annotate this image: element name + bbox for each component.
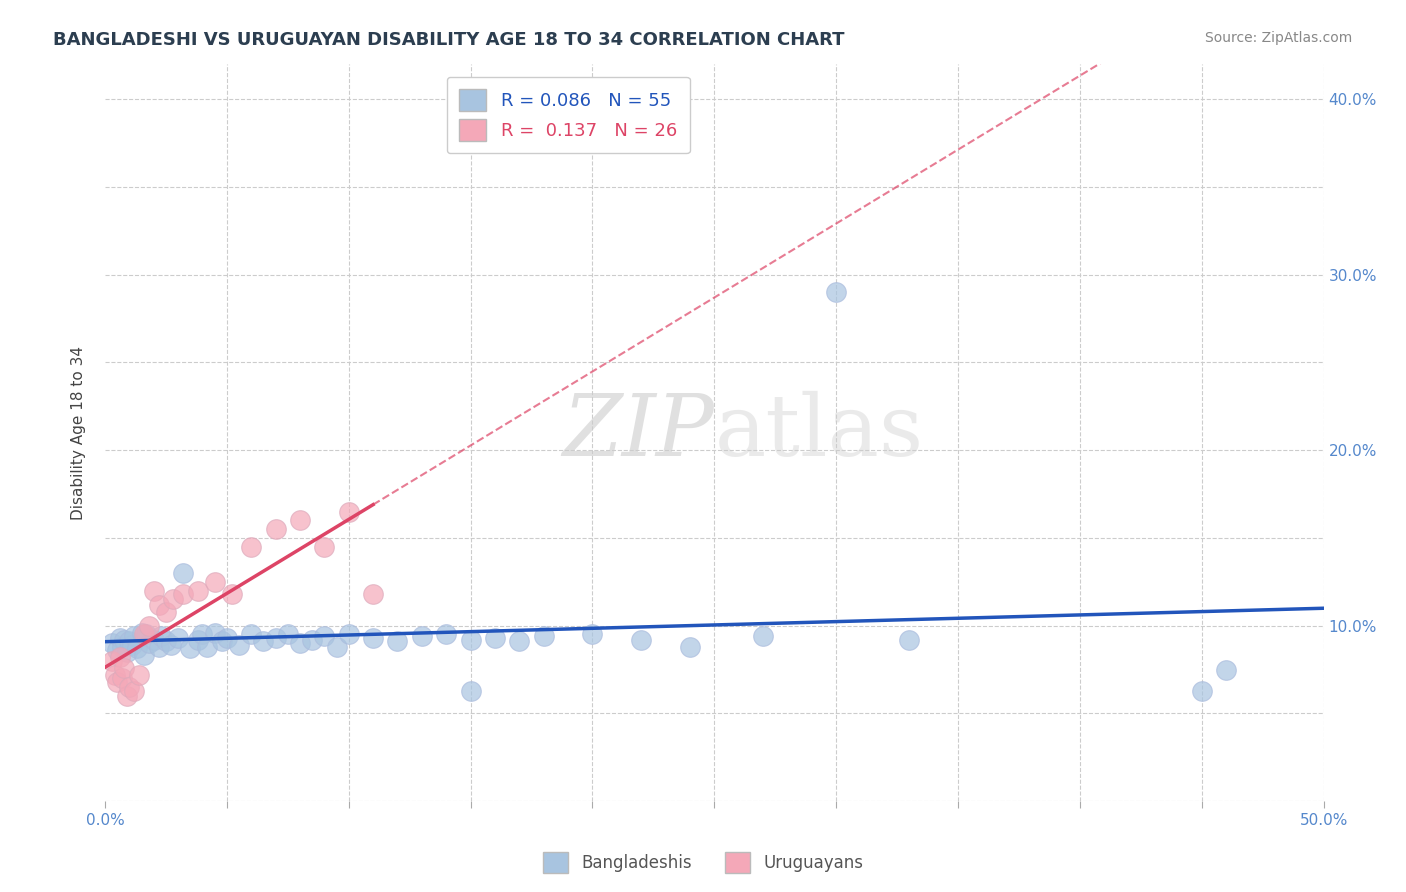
Point — [337, 505, 360, 519]
Point — [361, 631, 384, 645]
Legend: Bangladeshis, Uruguayans: Bangladeshis, Uruguayans — [536, 846, 870, 880]
Point — [155, 605, 177, 619]
Point — [460, 683, 482, 698]
Point — [240, 540, 263, 554]
Y-axis label: Disability Age 18 to 34: Disability Age 18 to 34 — [72, 345, 86, 520]
Point — [132, 627, 155, 641]
Point — [148, 640, 170, 654]
Point — [264, 522, 287, 536]
Point — [1191, 683, 1213, 698]
Point — [172, 566, 194, 580]
Point — [221, 587, 243, 601]
Point — [1215, 663, 1237, 677]
Point — [122, 629, 145, 643]
Point — [508, 634, 530, 648]
Point — [111, 640, 134, 654]
Point — [361, 587, 384, 601]
Point — [630, 632, 652, 647]
Point — [264, 631, 287, 645]
Point — [122, 683, 145, 698]
Point — [167, 631, 190, 645]
Point — [135, 627, 157, 641]
Point — [105, 674, 128, 689]
Point — [288, 636, 311, 650]
Point — [101, 654, 124, 668]
Point — [195, 640, 218, 654]
Point — [159, 638, 181, 652]
Point — [101, 636, 124, 650]
Point — [155, 634, 177, 648]
Point — [111, 671, 134, 685]
Text: BANGLADESHI VS URUGUAYAN DISABILITY AGE 18 TO 34 CORRELATION CHART: BANGLADESHI VS URUGUAYAN DISABILITY AGE … — [53, 31, 845, 49]
Point — [138, 636, 160, 650]
Point — [132, 648, 155, 663]
Point — [679, 640, 702, 654]
Point — [118, 634, 141, 648]
Point — [187, 632, 209, 647]
Point — [104, 667, 127, 681]
Point — [150, 629, 173, 643]
Point — [114, 661, 136, 675]
Point — [115, 645, 138, 659]
Point — [240, 627, 263, 641]
Point — [325, 640, 347, 654]
Text: ZIP: ZIP — [562, 392, 714, 474]
Text: atlas: atlas — [714, 391, 924, 475]
Point — [277, 627, 299, 641]
Point — [187, 583, 209, 598]
Point — [752, 629, 775, 643]
Point — [228, 638, 250, 652]
Point — [314, 629, 336, 643]
Point — [301, 632, 323, 647]
Point — [142, 632, 165, 647]
Point — [387, 634, 409, 648]
Legend: R = 0.086   N = 55, R =  0.137   N = 26: R = 0.086 N = 55, R = 0.137 N = 26 — [447, 77, 689, 153]
Point — [162, 592, 184, 607]
Point — [411, 629, 433, 643]
Point — [288, 513, 311, 527]
Point — [460, 632, 482, 647]
Point — [204, 574, 226, 589]
Point — [215, 631, 238, 645]
Point — [252, 634, 274, 648]
Point — [314, 540, 336, 554]
Point — [108, 631, 131, 645]
Point — [118, 680, 141, 694]
Point — [125, 641, 148, 656]
Point — [131, 625, 153, 640]
Point — [108, 650, 131, 665]
Point — [825, 285, 848, 300]
Point — [114, 632, 136, 647]
Point — [533, 629, 555, 643]
Point — [142, 583, 165, 598]
Point — [128, 667, 150, 681]
Point — [204, 625, 226, 640]
Point — [105, 643, 128, 657]
Point — [337, 627, 360, 641]
Point — [191, 627, 214, 641]
Point — [121, 638, 143, 652]
Point — [211, 634, 233, 648]
Point — [434, 627, 457, 641]
Point — [484, 631, 506, 645]
Point — [172, 587, 194, 601]
Point — [148, 598, 170, 612]
Point — [138, 618, 160, 632]
Point — [581, 627, 603, 641]
Point — [898, 632, 921, 647]
Point — [115, 689, 138, 703]
Text: Source: ZipAtlas.com: Source: ZipAtlas.com — [1205, 31, 1353, 45]
Point — [179, 641, 201, 656]
